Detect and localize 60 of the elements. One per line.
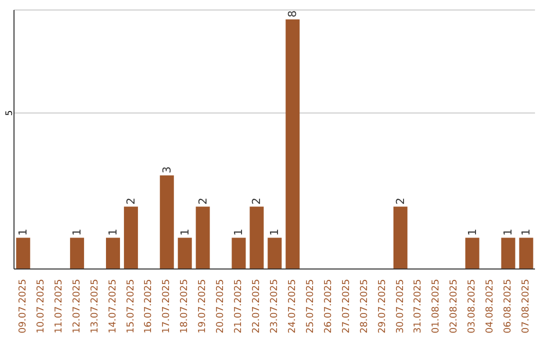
data-label: 2 <box>394 198 407 205</box>
bar <box>16 238 30 269</box>
x-tick-label: 07.08.2025 <box>520 279 532 334</box>
x-tick-label: 24.07.2025 <box>286 279 298 334</box>
y-tick-label: 5 <box>5 110 15 116</box>
x-tick-label: 23.07.2025 <box>269 279 280 334</box>
x-tick-label: 01.08.2025 <box>430 279 442 334</box>
x-tick-label: 29.07.2025 <box>376 279 388 334</box>
data-label: 1 <box>16 228 30 236</box>
x-tick-label: 26.07.2025 <box>322 279 334 334</box>
data-label: 1 <box>232 228 246 236</box>
bar <box>286 19 300 269</box>
x-tick-label: 17.07.2025 <box>161 279 172 334</box>
bar <box>393 206 408 269</box>
x-tick-label: 12.07.2025 <box>71 279 82 334</box>
bar <box>465 238 480 269</box>
x-tick-label: 25.07.2025 <box>304 279 316 334</box>
x-tick-label: 16.07.2025 <box>143 279 154 334</box>
x-tick-label: 27.07.2025 <box>340 279 352 334</box>
bar <box>250 206 264 269</box>
x-tick-label: 06.08.2025 <box>502 279 514 334</box>
x-tick-label: 20.07.2025 <box>215 279 226 334</box>
x-tick-label: 03.08.2025 <box>466 279 478 334</box>
x-tick-label: 13.07.2025 <box>89 279 100 334</box>
x-tick-label: 21.07.2025 <box>233 279 244 334</box>
x-tick-label: 09.07.2025 <box>17 279 28 334</box>
bar <box>106 238 120 269</box>
data-label: 2 <box>196 198 210 205</box>
x-tick-label: 10.07.2025 <box>35 279 46 334</box>
bar <box>232 238 246 269</box>
data-label: 2 <box>124 198 138 205</box>
x-tick-label: 28.07.2025 <box>358 279 370 334</box>
x-tick-label: 02.08.2025 <box>448 279 460 334</box>
x-tick-label: 30.07.2025 <box>394 279 406 334</box>
bar <box>519 238 534 269</box>
x-tick-label: 14.07.2025 <box>107 279 118 334</box>
x-tick-label: 04.08.2025 <box>484 279 496 334</box>
x-tick-label: 18.07.2025 <box>179 279 190 334</box>
data-label: 8 <box>286 10 300 18</box>
data-label: 1 <box>106 228 120 236</box>
bar <box>268 238 282 269</box>
bar <box>124 206 138 269</box>
bar <box>70 238 84 269</box>
data-label: 1 <box>502 228 515 236</box>
data-label: 1 <box>70 228 84 236</box>
x-tick-label: 31.07.2025 <box>412 279 424 334</box>
data-label: 1 <box>520 228 533 236</box>
bar <box>178 238 192 269</box>
x-tick-label: 15.07.2025 <box>125 279 136 334</box>
data-label: 2 <box>250 198 264 205</box>
data-label: 1 <box>268 228 282 236</box>
bar <box>196 206 210 269</box>
x-tick-label: 19.07.2025 <box>197 279 208 334</box>
data-label: 1 <box>466 228 479 236</box>
bar <box>160 175 174 269</box>
x-tick-label: 11.07.2025 <box>53 279 64 334</box>
x-tick-label: 22.07.2025 <box>251 279 262 334</box>
data-label: 3 <box>160 166 174 174</box>
data-label: 1 <box>178 228 192 236</box>
bar <box>501 238 516 269</box>
